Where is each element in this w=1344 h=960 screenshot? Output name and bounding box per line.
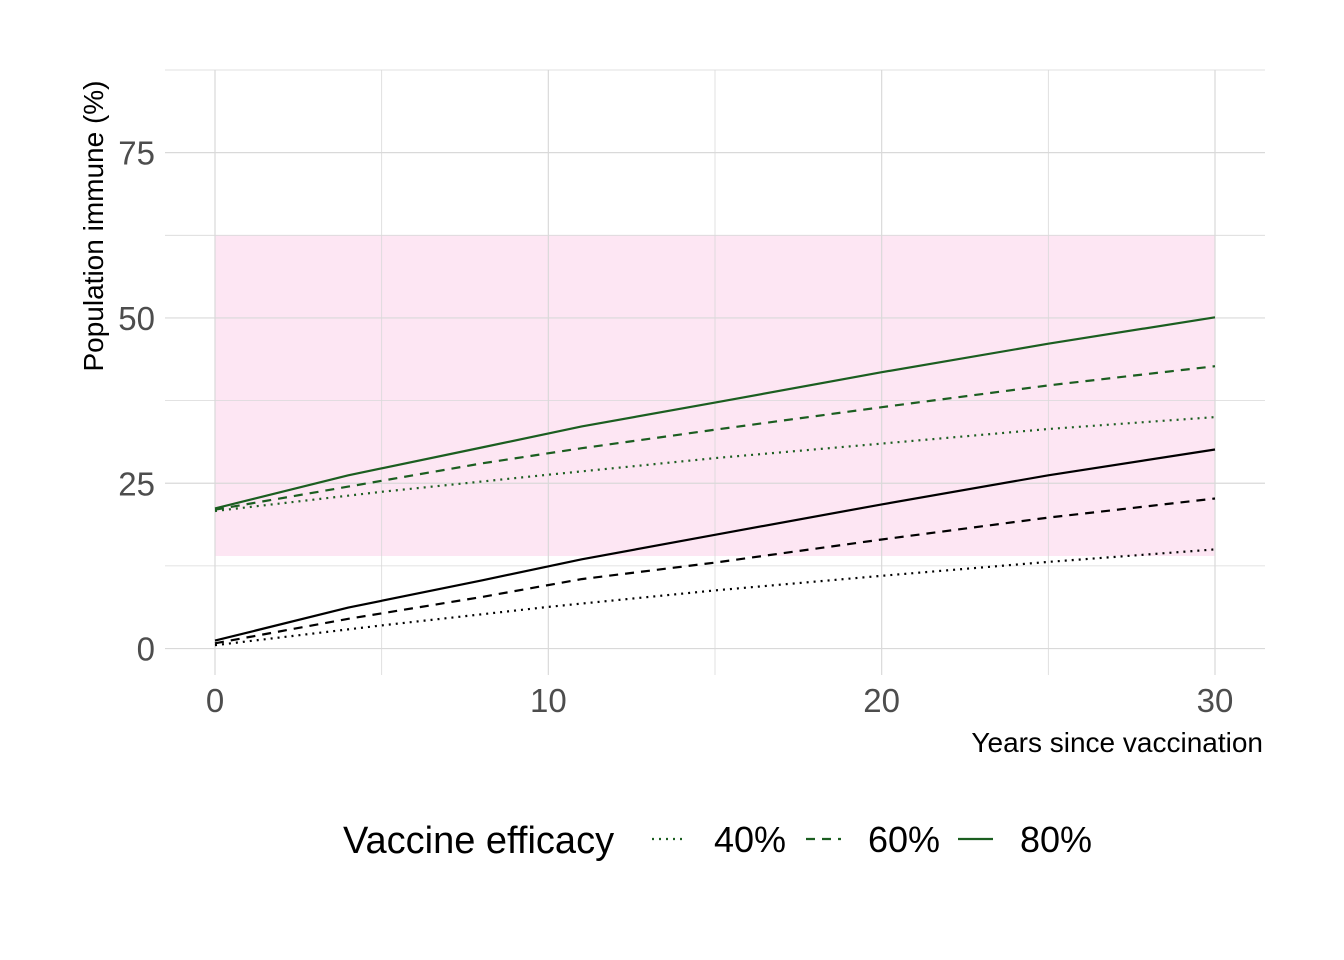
y-axis-title: Population immune (%) xyxy=(78,80,109,371)
x-tick-label: 10 xyxy=(530,682,567,719)
x-tick-label: 20 xyxy=(863,682,900,719)
legend: Vaccine efficacy 40% 60% 80% xyxy=(343,819,1092,862)
series-layer xyxy=(214,316,1216,647)
legend-title: Vaccine efficacy xyxy=(343,820,614,862)
legend-label-60pct: 60% xyxy=(868,819,940,860)
x-tick-label: 0 xyxy=(206,682,224,719)
y-tick-label: 0 xyxy=(137,631,155,668)
x-tick-label: 30 xyxy=(1197,682,1234,719)
y-tick-label: 25 xyxy=(118,465,155,502)
x-axis-title: Years since vaccination xyxy=(971,727,1263,758)
legend-items: 40% 60% 80% xyxy=(652,819,1092,860)
series-line-black-80pct xyxy=(214,448,1216,642)
y-tick-label: 75 xyxy=(118,135,155,172)
legend-label-80pct: 80% xyxy=(1020,819,1092,860)
tick-label-layer: 0 10 20 30 0 25 50 75 xyxy=(118,135,1233,719)
series-line-green-80pct xyxy=(214,316,1216,510)
series-line-black-60pct xyxy=(214,497,1216,645)
legend-label-40pct: 40% xyxy=(714,819,786,860)
y-tick-label: 50 xyxy=(118,300,155,337)
series-line-green-60pct xyxy=(214,365,1216,511)
